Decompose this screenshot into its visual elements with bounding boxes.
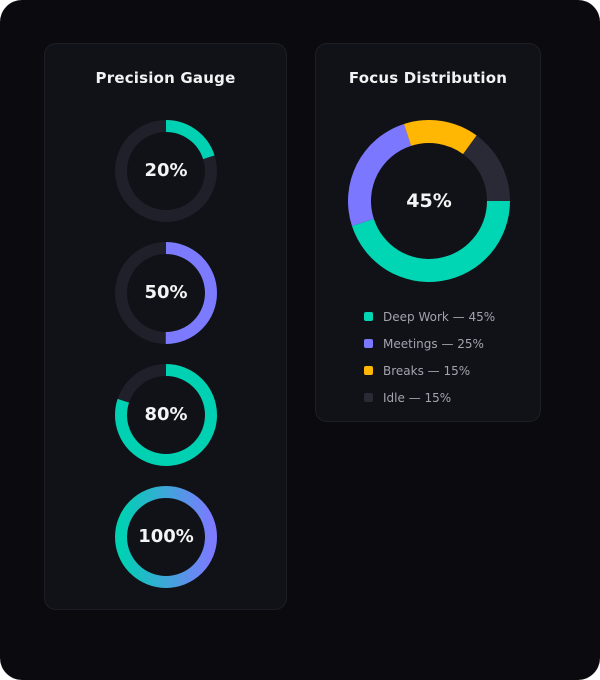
focus-legend: Deep Work — 45% Meetings — 25% Breaks — … xyxy=(364,303,495,411)
donut-slice-idle xyxy=(463,135,510,201)
donut-slice-breaks xyxy=(403,120,477,155)
precision-gauge-card: Precision Gauge 20% 50% 80% xyxy=(44,43,287,610)
focus-donut: 45% xyxy=(348,120,510,282)
legend-label-meetings: Meetings — 25% xyxy=(383,336,484,351)
legend-swatch-breaks xyxy=(364,366,373,375)
legend-item-meetings: Meetings — 25% xyxy=(364,330,495,357)
precision-gauge-title: Precision Gauge xyxy=(95,69,236,87)
gauge-80-ring xyxy=(115,364,217,466)
donut-slice-deep-work xyxy=(351,201,510,282)
legend-label-deep-work: Deep Work — 45% xyxy=(383,309,496,324)
gauge-20-value: 20% xyxy=(144,160,188,181)
gauge-20-arc xyxy=(115,120,217,222)
gauge-100-arc xyxy=(115,486,217,588)
legend-item-breaks: Breaks — 15% xyxy=(364,357,495,384)
legend-swatch-meetings xyxy=(364,339,373,348)
donut-slice-meetings xyxy=(348,123,412,227)
gauge-80-value: 80% xyxy=(144,404,188,425)
focus-donut-chart xyxy=(348,120,510,282)
gauge-50-ring xyxy=(115,242,217,344)
gauge-100-ring xyxy=(115,486,217,588)
legend-swatch-deep-work xyxy=(364,312,373,321)
gauge-100: 100% xyxy=(114,485,218,589)
focus-distribution-title: Focus Distribution xyxy=(348,69,508,87)
donut-center-value: 45% xyxy=(406,190,452,212)
legend-item-idle: Idle — 15% xyxy=(364,384,495,411)
gauge-100-value: 100% xyxy=(138,526,194,547)
gauge-80-arc xyxy=(115,364,217,466)
legend-item-deep-work: Deep Work — 45% xyxy=(364,303,495,330)
legend-label-breaks: Breaks — 15% xyxy=(383,363,471,378)
gauge-50-arc xyxy=(115,242,217,344)
gauge-20: 20% xyxy=(114,119,218,223)
focus-distribution-card: Focus Distribution 45% Deep Work — 45% M… xyxy=(315,43,541,422)
gauge-20-ring xyxy=(115,120,217,222)
legend-label-idle: Idle — 15% xyxy=(383,390,452,405)
gauge-50: 50% xyxy=(114,241,218,345)
legend-swatch-idle xyxy=(364,393,373,402)
gauge-50-value: 50% xyxy=(144,282,188,303)
gauge-80: 80% xyxy=(114,363,218,467)
